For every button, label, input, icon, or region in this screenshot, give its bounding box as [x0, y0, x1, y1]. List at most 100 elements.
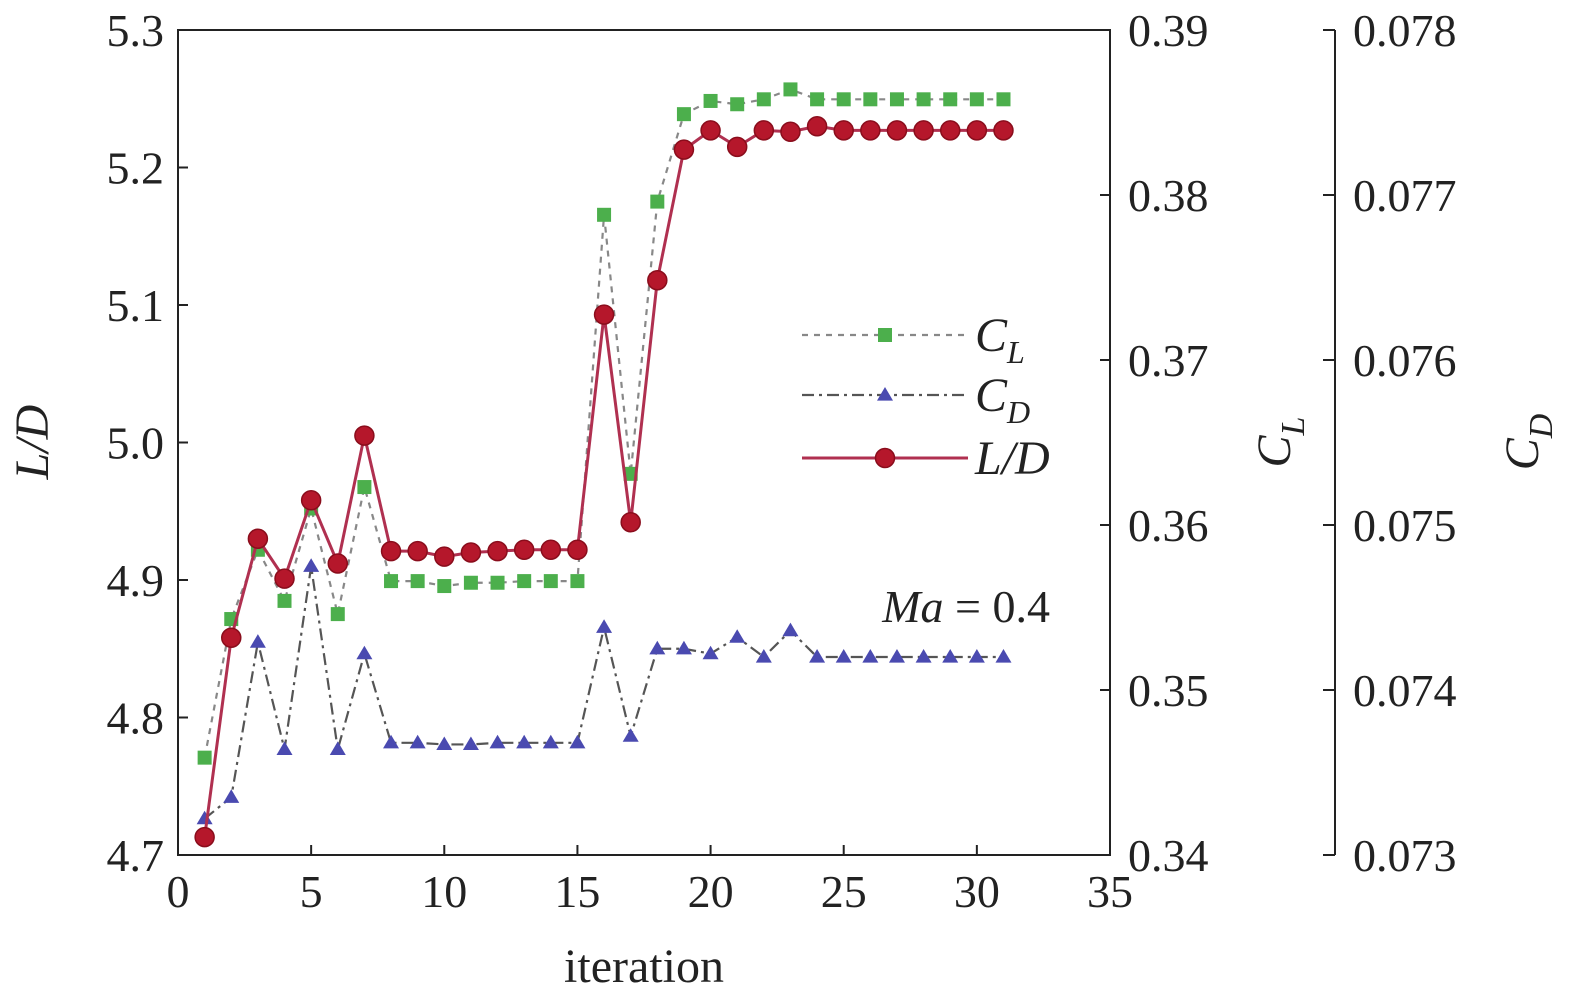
cd-point [782, 622, 799, 637]
ld-point [221, 627, 242, 648]
cd-point [249, 634, 266, 648]
cl-point [277, 593, 292, 608]
ld-point [886, 120, 908, 141]
cl-point [437, 579, 452, 594]
left-tick-label: 4.7 [107, 830, 165, 881]
plot-area-border [177, 29, 1111, 856]
ld-point [620, 512, 641, 533]
cl-point [916, 92, 931, 107]
cd-axis-title: CD [1496, 413, 1560, 470]
ld-point [993, 120, 1014, 141]
cl-axis-title: CL [1248, 417, 1312, 468]
legend-item-cl: CL [802, 309, 1025, 370]
left-tick-label: 5.1 [107, 280, 165, 331]
plot-frame [177, 29, 1111, 856]
ld-point [860, 120, 881, 141]
left-tick-label: 5.2 [107, 143, 165, 194]
cd-point [276, 741, 293, 755]
left-axis: 4.7 4.8 4.9 5.0 5.1 5.2 5.3 L/D [6, 5, 188, 881]
ld-point [460, 542, 482, 563]
legend-label: CD [975, 369, 1030, 430]
ld-point [780, 121, 801, 142]
ld-point [247, 528, 269, 549]
legend-label-main: C [975, 309, 1008, 362]
cl-point [517, 574, 532, 589]
legend-label: L/D [974, 432, 1050, 485]
cd-point [329, 741, 346, 755]
cd-tick-label: 0.075 [1353, 500, 1457, 551]
cl-point [969, 92, 984, 107]
cd-point [729, 629, 746, 643]
cd-point [356, 645, 373, 660]
legend-label-main: L [974, 432, 1002, 485]
cl-point [730, 97, 745, 112]
ld-point [806, 116, 828, 137]
left-tick-label: 5.0 [107, 418, 165, 469]
cl-point [570, 574, 585, 589]
legend-label-main: C [975, 369, 1008, 422]
cl-point [863, 92, 878, 107]
ld-point [753, 120, 775, 141]
mach-annotation: Ma = 0.4 [881, 581, 1050, 632]
series-cl [197, 82, 1011, 765]
cd-axis-title-main: C [1496, 437, 1549, 470]
legend-item-ld: L/D [802, 432, 1050, 485]
x-tick-label: 10 [421, 866, 467, 917]
legend-marker [874, 447, 896, 469]
cd-tick-label: 0.073 [1353, 830, 1457, 881]
cl-point [676, 107, 691, 122]
cl-axis-title-sub: L [1275, 417, 1312, 437]
cd-point [462, 736, 479, 751]
legend-marker [877, 387, 893, 401]
legend-label-rest: D [1014, 432, 1050, 485]
series-layer [194, 82, 1014, 848]
legend-label: CL [975, 309, 1025, 370]
ld-point [300, 490, 322, 511]
cl-point [889, 92, 904, 107]
cl-point [650, 194, 665, 209]
cd-axis: 0.073 0.074 0.075 0.076 0.077 0.078 CD [1323, 5, 1560, 881]
cl-point [543, 574, 558, 589]
left-tick-label: 4.8 [107, 693, 165, 744]
cd-point [303, 558, 320, 572]
cd-point [569, 734, 586, 749]
cl-tick-label: 0.34 [1128, 830, 1209, 881]
ld-point [593, 304, 615, 325]
ld-point [540, 539, 562, 560]
cd-point [888, 649, 905, 663]
x-tick-label: 5 [300, 866, 323, 917]
cd-axis-title-sub: D [1523, 413, 1560, 439]
x-tick-label: 0 [167, 866, 190, 917]
cl-point [810, 92, 825, 107]
cd-tick-label: 0.074 [1353, 665, 1457, 716]
cl-point [836, 92, 851, 107]
cl-point [357, 480, 372, 495]
cl-point [996, 92, 1011, 107]
mach-annotation-symbol: Ma [881, 581, 943, 632]
ld-point [434, 546, 455, 567]
left-tick-label: 5.3 [107, 5, 165, 56]
cd-point [596, 619, 613, 633]
cd-point [942, 649, 959, 663]
cl-axis: 0.34 0.35 0.36 0.37 0.38 0.39 CL [1100, 5, 1312, 881]
cl-point [384, 574, 399, 589]
legend-marker [878, 328, 892, 342]
cl-tick-label: 0.35 [1128, 665, 1209, 716]
x-tick-label: 15 [554, 866, 600, 917]
cl-point [597, 207, 612, 222]
ld-point [274, 568, 295, 589]
ld-point [407, 540, 428, 562]
cl-point [756, 92, 771, 107]
cl-point [703, 93, 718, 108]
legend-item-cd: CD [802, 369, 1030, 430]
legend-label-sep: / [999, 432, 1019, 485]
series-ld [194, 116, 1014, 848]
ld-point [327, 553, 349, 574]
x-tick-label: 30 [954, 866, 1000, 917]
x-tick-label: 20 [688, 866, 734, 917]
cd-point [862, 649, 879, 663]
series-cd [196, 558, 1012, 825]
cl-tick-label: 0.38 [1128, 170, 1209, 221]
ld-point [966, 120, 988, 141]
x-tick-label: 35 [1087, 866, 1133, 917]
